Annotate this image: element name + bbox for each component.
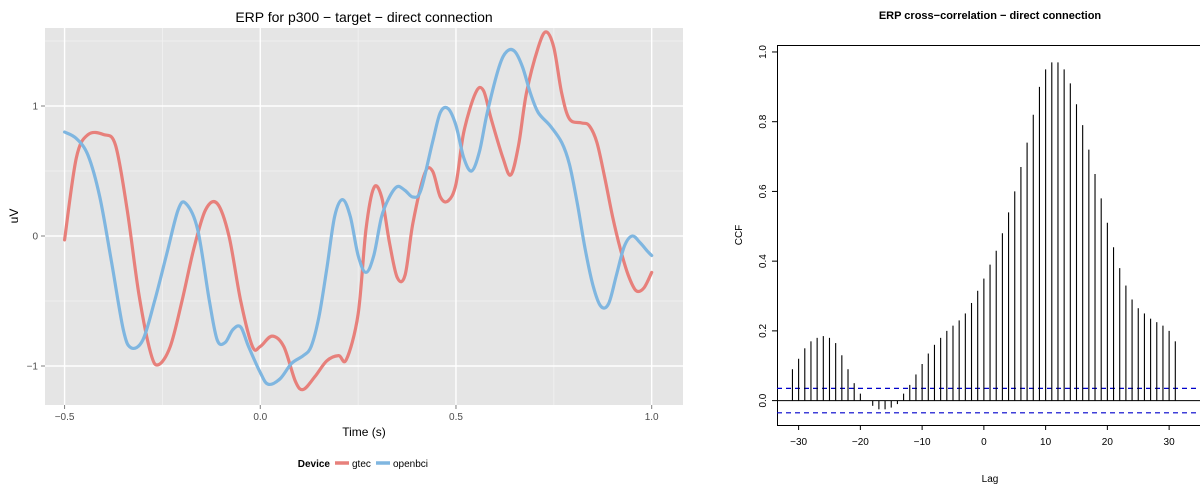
y-tick-label: 0.4: [758, 254, 769, 268]
legend-label-gtec: gtec: [352, 459, 371, 470]
x-tick-label: 20: [1102, 437, 1114, 448]
y-axis-label: uV: [7, 209, 21, 224]
x-tick-label: −0.5: [55, 412, 75, 423]
legend-title: Device: [298, 459, 331, 470]
y-tick-label: 1.0: [758, 45, 769, 59]
y-tick-label: 0: [32, 232, 38, 243]
minor-gridlines: [45, 28, 683, 405]
chart-title: ERP for p300 − target − direct connectio…: [235, 9, 492, 25]
y-tick-label: 0.6: [758, 184, 769, 198]
x-axis-label: Time (s): [342, 425, 386, 439]
series-line-gtec: [62, 30, 654, 392]
x-tick-label: −10: [914, 437, 931, 448]
y-tick-label: 1: [32, 102, 38, 113]
x-tick-label: 0.0: [253, 412, 267, 423]
ccf-bars: [791, 62, 1176, 410]
x-tick-label: 1.0: [645, 412, 659, 423]
chart-title: ERP cross−correlation − direct connectio…: [879, 10, 1102, 22]
major-gridlines: [45, 28, 683, 405]
y-tick-label: −1: [27, 362, 39, 373]
x-tick-label: −20: [852, 437, 869, 448]
plot-panel-background: [45, 28, 683, 405]
x-axis-ticks: −30 −20 −10 0 10 20 30: [790, 425, 1175, 448]
series-line-openbci: [62, 47, 654, 387]
ccf-bar-chart: ERP cross−correlation − direct connectio…: [734, 10, 1200, 485]
erp-line-chart: −0.5 0.0 0.5 1.0 −1 0 1 ERP for p300 − target…: [7, 9, 683, 470]
y-axis-ticks: −1 0 1: [27, 102, 45, 373]
y-axis-label: CCF: [734, 225, 745, 246]
line-series-group: [62, 30, 654, 392]
x-tick-label: 0.5: [449, 412, 463, 423]
legend-label-openbci: openbci: [393, 459, 428, 470]
x-tick-label: 10: [1040, 437, 1052, 448]
y-tick-label: 0.0: [758, 393, 769, 407]
confidence-band-lines: [777, 387, 1200, 414]
y-axis-ticks: 0.0 0.2 0.4 0.6 0.8 1.0: [758, 45, 777, 408]
x-tick-label: 30: [1164, 437, 1176, 448]
x-axis-label: Lag: [982, 474, 999, 485]
x-tick-label: 0: [981, 437, 987, 448]
y-tick-label: 0.2: [758, 323, 769, 337]
x-axis-ticks: −0.5 0.0 0.5 1.0: [55, 405, 659, 423]
legend: Device gtec openbci: [298, 459, 428, 470]
y-tick-label: 0.8: [758, 114, 769, 128]
x-tick-label: −30: [790, 437, 807, 448]
